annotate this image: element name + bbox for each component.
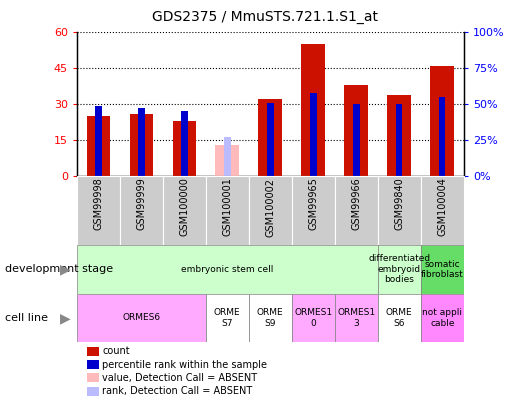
Text: GSM100002: GSM100002 <box>266 177 275 237</box>
Bar <box>421 294 464 342</box>
Text: cell line: cell line <box>5 313 48 323</box>
Text: ORMES1
0: ORMES1 0 <box>294 308 332 328</box>
Bar <box>378 245 421 294</box>
Text: GDS2375 / MmuSTS.721.1.S1_at: GDS2375 / MmuSTS.721.1.S1_at <box>152 10 378 24</box>
Text: GSM100001: GSM100001 <box>222 177 232 237</box>
Text: GSM99998: GSM99998 <box>93 177 103 230</box>
Bar <box>206 176 249 245</box>
Bar <box>353 104 359 176</box>
Text: percentile rank within the sample: percentile rank within the sample <box>102 360 267 369</box>
Text: ▶: ▶ <box>60 262 70 276</box>
Text: GSM99966: GSM99966 <box>351 177 361 230</box>
Text: rank, Detection Call = ABSENT: rank, Detection Call = ABSENT <box>102 386 252 396</box>
Bar <box>77 176 120 245</box>
Text: ORME
S7: ORME S7 <box>214 308 241 328</box>
Text: GSM100004: GSM100004 <box>437 177 447 237</box>
Bar <box>172 121 196 176</box>
Bar <box>378 176 421 245</box>
Bar <box>344 85 368 176</box>
Bar <box>216 145 239 176</box>
Text: GSM99999: GSM99999 <box>136 177 146 230</box>
Bar <box>120 176 163 245</box>
Text: GSM99840: GSM99840 <box>394 177 404 230</box>
Bar <box>206 294 249 342</box>
Bar <box>292 294 335 342</box>
Bar <box>163 176 206 245</box>
Bar <box>129 114 153 176</box>
Bar <box>439 97 446 176</box>
Text: ORME
S9: ORME S9 <box>257 308 284 328</box>
Bar <box>224 137 231 176</box>
Text: ▶: ▶ <box>60 311 70 325</box>
Bar <box>430 66 454 176</box>
Bar <box>77 294 206 342</box>
Text: GSM99965: GSM99965 <box>308 177 319 230</box>
Bar <box>249 294 292 342</box>
Bar <box>138 108 145 176</box>
Bar <box>310 93 316 176</box>
Bar <box>249 176 292 245</box>
Text: development stage: development stage <box>5 264 113 274</box>
Text: ORMES6: ORMES6 <box>122 313 161 322</box>
Bar <box>335 294 378 342</box>
Text: not appli
cable: not appli cable <box>422 308 462 328</box>
Bar <box>267 103 273 176</box>
Text: somatic
fibroblast: somatic fibroblast <box>421 260 464 279</box>
Text: differentiated
embryoid
bodies: differentiated embryoid bodies <box>368 254 430 284</box>
Bar <box>421 245 464 294</box>
Bar <box>335 176 378 245</box>
Bar <box>421 176 464 245</box>
Text: embryonic stem cell: embryonic stem cell <box>181 265 273 274</box>
Text: value, Detection Call = ABSENT: value, Detection Call = ABSENT <box>102 373 258 383</box>
Bar <box>292 176 335 245</box>
Bar <box>259 100 282 176</box>
Text: GSM100000: GSM100000 <box>179 177 189 237</box>
Bar <box>387 95 411 176</box>
Bar <box>396 104 402 176</box>
Bar <box>302 45 325 176</box>
Text: ORME
S6: ORME S6 <box>386 308 412 328</box>
Bar <box>86 116 110 176</box>
Bar <box>77 245 378 294</box>
Text: count: count <box>102 346 130 356</box>
Bar <box>181 111 188 176</box>
Bar <box>378 294 421 342</box>
Text: ORMES1
3: ORMES1 3 <box>337 308 375 328</box>
Bar <box>95 106 102 176</box>
